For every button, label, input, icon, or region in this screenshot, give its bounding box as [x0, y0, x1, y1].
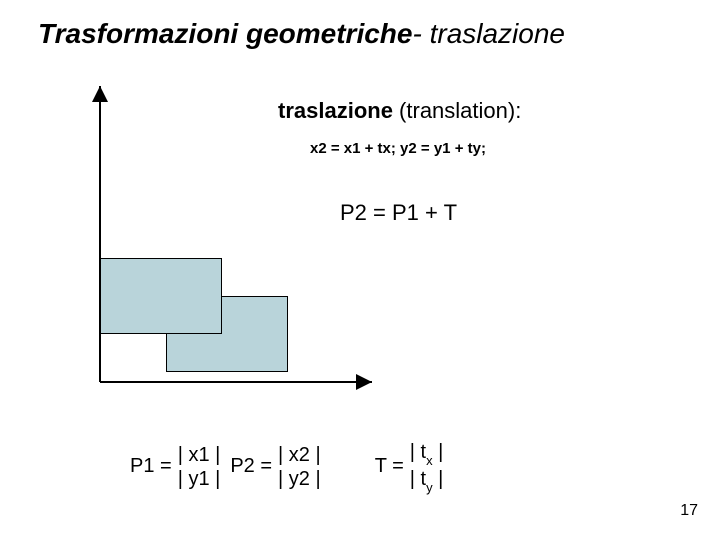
matrix-p2-r2: | y2 |: [278, 467, 321, 491]
matrix-p1-label: P1 =: [130, 455, 172, 478]
matrix-p1-r2: | y1 |: [178, 467, 221, 491]
rect-original: [100, 258, 222, 334]
matrices-row: P1 = | x1 | | y1 | P2 = | x2 | | y2 | T …: [130, 440, 443, 493]
matrix-p1-body: | x1 | | y1 |: [178, 443, 221, 491]
subtitle-rest: (translation):: [393, 98, 521, 123]
slide-title-rest: - traslazione: [412, 18, 565, 49]
matrix-t: T = | tx | | ty |: [375, 440, 444, 493]
matrix-p1: P1 = | x1 | | y1 |: [130, 443, 220, 491]
page-number: 17: [680, 502, 698, 520]
slide-title: Trasformazioni geometriche- traslazione: [38, 18, 565, 50]
matrix-p1-r1: | x1 |: [178, 443, 221, 467]
matrix-t-label: T =: [375, 455, 404, 478]
matrix-p2-label: P2 =: [230, 455, 272, 478]
translation-diagram: [82, 80, 382, 400]
matrix-t-body: | tx | | ty |: [410, 440, 444, 493]
matrix-t-r2: | ty |: [410, 467, 444, 494]
matrix-t-r1: | tx |: [410, 440, 444, 467]
slide-title-bold: Trasformazioni geometriche: [38, 18, 412, 49]
matrix-p2-body: | x2 | | y2 |: [278, 443, 321, 491]
matrix-p2: P2 = | x2 | | y2 |: [230, 443, 320, 491]
matrix-p2-r1: | x2 |: [278, 443, 321, 467]
